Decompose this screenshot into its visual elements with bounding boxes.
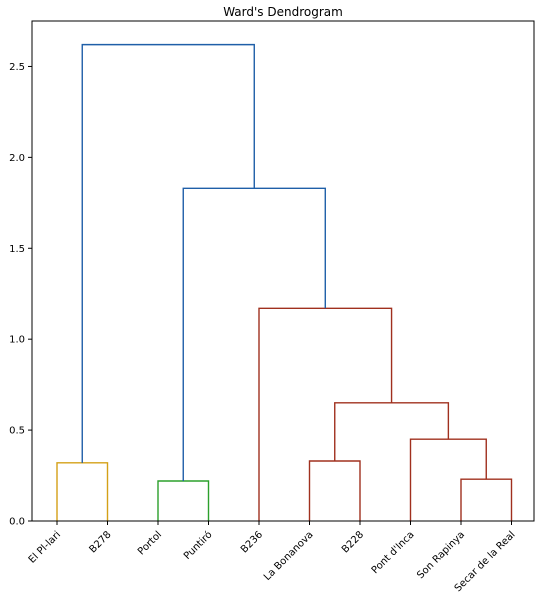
plot-frame (31, 20, 535, 522)
leaf-label: Pont d'Inca (370, 529, 417, 576)
dendrogram-link (308, 460, 361, 521)
chart-title: Ward's Dendrogram (223, 5, 343, 19)
leaf-label: Puntiró (181, 529, 214, 562)
y-tick-label: 2.0 (9, 153, 25, 164)
leaf-label: B278 (87, 529, 113, 555)
dendrogram-link (81, 43, 255, 463)
leaf-label: El Pl-lari (27, 529, 63, 565)
leaf-label: Son Rapinya (415, 529, 467, 581)
dendrogram-link (157, 480, 210, 521)
y-tick-label: 0.0 (9, 517, 25, 528)
leaf-label: Portol (136, 529, 164, 557)
leaf-label: B228 (340, 529, 366, 555)
y-axis: 0.0 0.5 1.0 1.5 2.0 2.5 (9, 62, 32, 528)
leaf-label: La Bonanova (262, 529, 316, 583)
dendrogram-link (182, 187, 326, 481)
dendrogram-link (334, 402, 450, 461)
y-tick-label: 2.5 (9, 62, 25, 73)
dendrogram-link (409, 438, 487, 521)
dendrogram-link (460, 478, 513, 521)
y-tick-label: 1.0 (9, 335, 25, 346)
dendrogram-links (56, 43, 513, 521)
leaf-label: B236 (239, 529, 265, 555)
y-tick-label: 1.5 (9, 244, 25, 255)
dendrogram-link (258, 307, 393, 521)
y-tick-label: 0.5 (9, 426, 25, 437)
dendrogram-link (56, 462, 109, 521)
